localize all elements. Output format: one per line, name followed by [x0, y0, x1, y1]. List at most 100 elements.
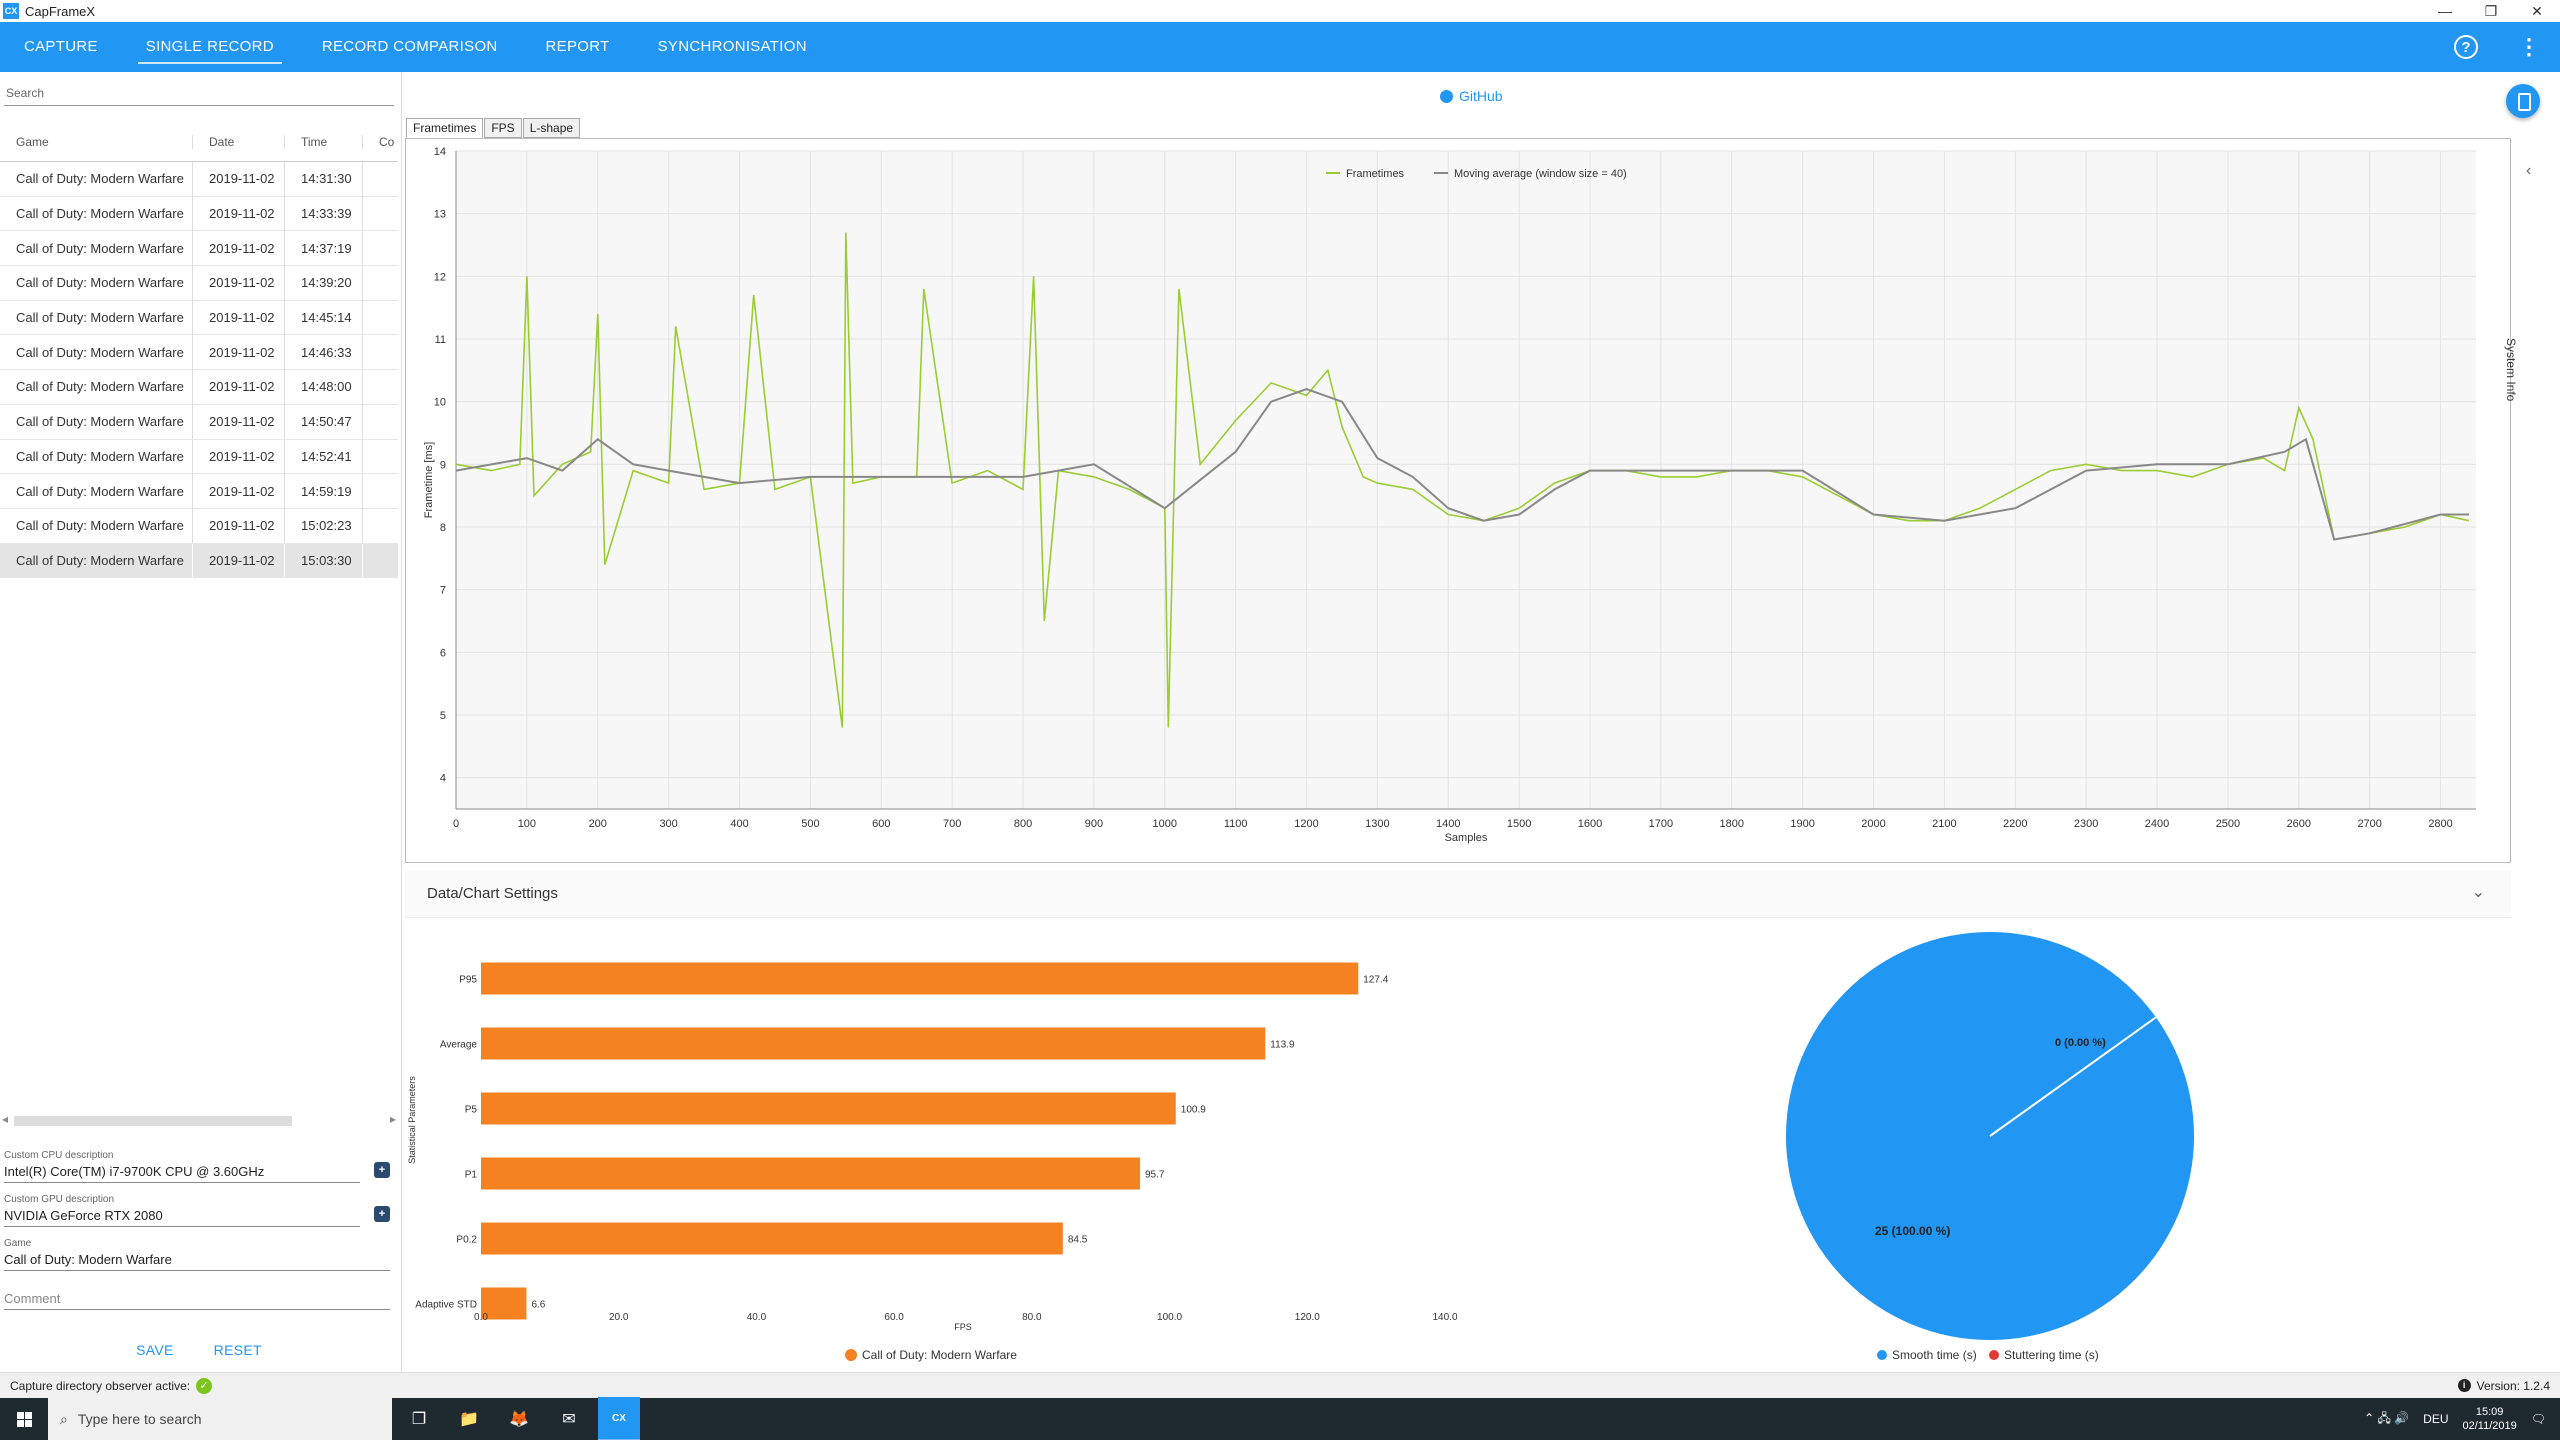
window-controls: — ❐ ✕ [2422, 0, 2560, 22]
table-row[interactable]: Call of Duty: Modern Warfare 2019-11-02 14… [0, 404, 398, 440]
row-comment-cell [362, 439, 398, 474]
bar-value-label: 100.9 [1181, 1105, 1206, 1116]
x-tick-label: 0 [453, 818, 459, 830]
bar [481, 962, 1359, 995]
main-nav: CAPTURE SINGLE RECORD RECORD COMPARISON … [0, 22, 2560, 72]
chevron-left-icon[interactable]: ‹ [2526, 162, 2532, 179]
x-tick-label: 2300 [2074, 818, 2098, 830]
table-row[interactable]: Call of Duty: Modern Warfare 2019-11-02 14… [0, 439, 398, 475]
table-row[interactable]: Call of Duty: Modern Warfare 2019-11-02 14… [0, 300, 398, 336]
more-options-icon[interactable]: ⋮ [2518, 34, 2540, 59]
firefox-icon[interactable]: 🦊 [509, 1411, 529, 1428]
table-row[interactable]: Call of Duty: Modern Warfare 2019-11-02 14… [0, 474, 398, 509]
github-link[interactable]: GitHub [1440, 88, 1503, 104]
column-header-date[interactable]: Date [192, 134, 284, 149]
tab-single-record[interactable]: SINGLE RECORD [122, 22, 298, 72]
chevron-down-icon[interactable]: ⌄ [2471, 884, 2485, 901]
x-tick-label: 700 [943, 818, 961, 830]
help-icon[interactable]: ? [2454, 35, 2478, 59]
search-input[interactable]: Search [4, 82, 394, 106]
window-titlebar: CX CapFrameX — ❐ ✕ [0, 0, 2560, 22]
x-tick-label: 120.0 [1295, 1312, 1320, 1323]
notifications-icon[interactable]: 🗨 [2530, 1412, 2546, 1426]
scrollbar-thumb[interactable] [14, 1116, 292, 1126]
taskbar-clock[interactable]: 15:09 02/11/2019 [2463, 1405, 2517, 1433]
reset-button[interactable]: RESET [213, 1342, 262, 1358]
tab-frametimes[interactable]: Frametimes [406, 118, 484, 138]
bar-value-label: 127.4 [1363, 975, 1388, 986]
close-icon[interactable]: ✕ [2531, 3, 2543, 19]
table-row[interactable]: Call of Duty: Modern Warfare 2019-11-02 14… [0, 196, 398, 232]
row-game-cell: Call of Duty: Modern Warfare [16, 206, 184, 222]
tab-l-shape[interactable]: L-shape [522, 118, 581, 138]
tray-icons[interactable]: ⌃ 🖧 🔊 [2364, 1410, 2410, 1425]
taskbar-search-input[interactable]: ⌕ Type here to search [48, 1398, 392, 1440]
gpu-description-input[interactable]: NVIDIA GeForce RTX 2080 [4, 1205, 360, 1227]
status-bar: Capture directory observer active: ✓ i V… [0, 1372, 2560, 1398]
table-row[interactable]: Call of Duty: Modern Warfare 2019-11-02 15… [0, 508, 398, 544]
x-tick-label: 2600 [2287, 818, 2311, 830]
add-cpu-icon[interactable]: + [374, 1162, 390, 1178]
info-icon[interactable]: i [2457, 1379, 2471, 1392]
tab-synchronisation[interactable]: SYNCHRONISATION [657, 38, 807, 55]
comment-input[interactable]: Comment [4, 1288, 390, 1310]
clock-time: 15:09 [2475, 1406, 2504, 1418]
legend-swatch [845, 1349, 857, 1361]
bar [481, 1287, 527, 1320]
y-tick-label: 11 [435, 334, 446, 346]
language-indicator[interactable]: DEU [2423, 1412, 2449, 1426]
table-row[interactable]: Call of Duty: Modern Warfare 2019-11-02 15… [0, 543, 398, 579]
table-row[interactable]: Call of Duty: Modern Warfare 2019-11-02 14… [0, 266, 398, 301]
table-row[interactable]: Call of Duty: Modern Warfare 2019-11-02 14… [0, 335, 398, 371]
row-time-cell: 14:46:33 [284, 335, 362, 370]
chart-tabs: Frametimes FPS L-shape [406, 118, 581, 138]
column-header-time[interactable]: Time [284, 134, 362, 149]
add-gpu-icon[interactable]: + [374, 1206, 390, 1222]
tab-fps[interactable]: FPS [484, 118, 522, 138]
pie-slice-label: 0 (0.00 %) [2055, 1037, 2106, 1049]
row-comment-cell [362, 508, 398, 543]
github-icon [1440, 89, 1453, 103]
table-row[interactable]: Call of Duty: Modern Warfare 2019-11-02 14… [0, 370, 398, 405]
statistics-chart-panel: P95 127.4 Average 113.9 P5 100.9 P1 95.7 P0.2 84.… [405, 920, 1505, 1370]
restore-icon[interactable]: ❐ [2484, 3, 2498, 19]
chart-settings-header[interactable]: Data/Chart Settings ⌄ [405, 870, 2511, 918]
row-time-cell: 14:48:00 [284, 370, 362, 404]
y-tick-label: 8 [440, 522, 446, 534]
row-time-cell: 14:59:19 [284, 474, 362, 508]
row-date-cell: 2019-11-02 [192, 508, 284, 543]
row-comment-cell [362, 474, 398, 508]
bar-category-label: Average [440, 1040, 478, 1051]
cpu-description-input[interactable]: Intel(R) Core(TM) i7-9700K CPU @ 3.60GHz [4, 1161, 360, 1183]
horizontal-scrollbar[interactable]: ◂ ▸ [0, 1112, 398, 1130]
column-header-comment[interactable]: Co [362, 134, 398, 149]
scroll-left-icon[interactable]: ◂ [2, 1112, 9, 1126]
scroll-right-icon[interactable]: ▸ [389, 1112, 396, 1126]
task-view-icon[interactable]: ❐ [411, 1411, 427, 1428]
tab-capture[interactable]: CAPTURE [24, 38, 98, 55]
column-header-game[interactable]: Game [16, 134, 49, 149]
windows-start-icon[interactable] [0, 1398, 48, 1440]
system-info-sidebar[interactable]: ‹ System Info [2504, 138, 2560, 863]
table-row[interactable]: Call of Duty: Modern Warfare 2019-11-02 14… [0, 162, 398, 197]
bar-category-label: P95 [459, 975, 477, 986]
tab-report[interactable]: REPORT [545, 38, 610, 55]
save-button[interactable]: SAVE [136, 1342, 174, 1358]
tab-record-comparison[interactable]: RECORD COMPARISON [321, 38, 498, 55]
system-info-fab-icon[interactable] [2506, 84, 2540, 118]
game-input[interactable]: Call of Duty: Modern Warfare [4, 1249, 390, 1271]
mail-icon[interactable]: ✉ [562, 1411, 576, 1428]
minimize-icon[interactable]: — [2438, 3, 2452, 19]
observer-status: Capture directory observer active: ✓ [10, 1377, 213, 1394]
row-time-cell: 14:52:41 [284, 439, 362, 474]
y-tick-label: 6 [440, 647, 446, 659]
x-tick-label: 1800 [1720, 818, 1744, 830]
search-icon: ⌕ [60, 1410, 68, 1427]
x-tick-label: 2100 [1932, 818, 1956, 830]
table-row[interactable]: Call of Duty: Modern Warfare 2019-11-02 14… [0, 231, 398, 267]
capframex-taskbar-icon[interactable]: CX [598, 1397, 640, 1440]
y-tick-label: 13 [434, 209, 446, 221]
records-table: Game Date Time Co Call of Duty: Modern W… [0, 122, 398, 579]
file-explorer-icon[interactable]: 📁 [459, 1411, 479, 1428]
window-title: CapFrameX [25, 3, 96, 19]
